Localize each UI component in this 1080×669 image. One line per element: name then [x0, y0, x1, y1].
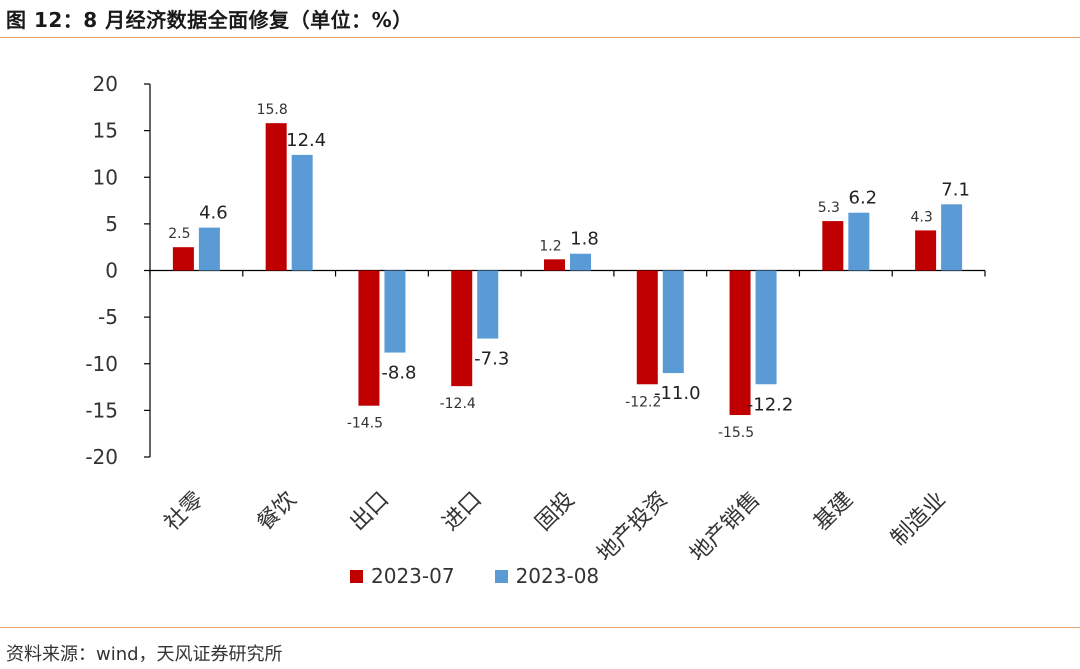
- bar-2023-07: [451, 270, 473, 387]
- bar-2023-07: [915, 230, 937, 271]
- bar-2023-07: [544, 259, 565, 271]
- category-label: 地产销售: [685, 487, 765, 560]
- legend-swatch-2023-08: [494, 569, 508, 583]
- category-label: 社零: [160, 487, 209, 536]
- bar-2023-08: [755, 270, 777, 385]
- data-label-2023-07: -12.4: [440, 396, 476, 412]
- data-label-2023-08: 4.6: [199, 203, 228, 224]
- legend-label-2023-07: 2023-07: [371, 564, 455, 588]
- data-label-2023-07: 5.3: [818, 200, 840, 216]
- category-label: 餐饮: [253, 487, 302, 536]
- category-label: 固投: [531, 487, 580, 536]
- bar-2023-07: [358, 270, 380, 406]
- y-tick-label: -5: [98, 305, 118, 329]
- data-label-2023-07: 4.3: [910, 209, 932, 225]
- y-tick-label: 15: [93, 119, 118, 143]
- category-label: 地产投资: [593, 487, 673, 560]
- bar-chart: 20 15 10 5 0 -5 -10 -15 -20 2.5 4.6 15.8 12.4 -14.5 -…: [85, 72, 986, 560]
- chart-data-labels: 2.5 4.6 15.8 12.4 -14.5 -8.8 -12.4 -7.3 1.2 1.8 -1…: [168, 102, 970, 441]
- bar-2023-07: [265, 123, 287, 271]
- category-label: 进口: [438, 487, 487, 536]
- data-label-2023-07: -14.5: [347, 416, 383, 432]
- legend-label-2023-08: 2023-08: [515, 564, 600, 588]
- data-label-2023-07: 1.2: [539, 238, 561, 254]
- y-tick-label: -20: [85, 445, 118, 469]
- data-label-2023-08: -11.0: [654, 383, 701, 404]
- bar-2023-07: [636, 270, 658, 385]
- chart-legend: 2023-07 2023-08: [350, 564, 599, 588]
- bar-2023-07: [729, 270, 751, 416]
- category-label: 出口: [345, 487, 394, 536]
- y-tick-label: 20: [93, 72, 118, 96]
- y-tick-label: 5: [105, 212, 118, 236]
- data-label-2023-07: 15.8: [257, 102, 288, 118]
- chart-axes: 20 15 10 5 0 -5 -10 -15 -20: [85, 72, 986, 469]
- y-tick-label: -15: [85, 398, 118, 422]
- bar-2023-08: [291, 154, 313, 271]
- data-label-2023-07: 2.5: [168, 226, 190, 242]
- data-label-2023-08: -12.2: [747, 394, 794, 415]
- chart-bars: [172, 123, 963, 416]
- chart-title: 图 12：8 月经济数据全面修复（单位：%）: [6, 8, 413, 32]
- data-label-2023-08: 12.4: [286, 130, 326, 151]
- bar-2023-08: [198, 227, 220, 271]
- data-label-2023-08: -8.8: [381, 363, 416, 384]
- bar-2023-08: [477, 270, 499, 339]
- data-label-2023-08: -7.3: [474, 349, 509, 370]
- bar-2023-08: [384, 270, 406, 353]
- bar-2023-07: [822, 221, 844, 271]
- y-tick-label: 10: [93, 165, 118, 189]
- legend-item-2023-08: 2023-08: [494, 564, 600, 588]
- chart-category-labels: 社零 餐饮 出口 进口 固投 地产投资 地产销售 基建 制造业: [160, 487, 951, 560]
- data-label-2023-07: -15.5: [718, 425, 754, 441]
- title-divider: [0, 37, 1080, 38]
- legend-swatch-2023-07: [350, 569, 363, 583]
- bar-2023-07: [172, 247, 194, 271]
- data-label-2023-08: 1.8: [570, 229, 599, 250]
- source-note: 资料来源：wind，天风证券研究所: [6, 644, 283, 665]
- data-label-2023-07: -12.2: [625, 394, 661, 410]
- bar-2023-08: [848, 212, 870, 271]
- data-label-2023-08: 6.2: [849, 188, 878, 209]
- category-label: 制造业: [886, 487, 950, 551]
- y-tick-label: -10: [85, 352, 118, 376]
- footer-divider: [0, 627, 1080, 628]
- category-label: 基建: [809, 487, 858, 536]
- y-tick-label: 0: [105, 259, 118, 283]
- bar-2023-08: [662, 270, 684, 374]
- bar-2023-08: [570, 253, 591, 271]
- legend-item-2023-07: 2023-07: [350, 564, 455, 588]
- bar-2023-08: [941, 204, 963, 271]
- data-label-2023-08: 7.1: [941, 179, 970, 200]
